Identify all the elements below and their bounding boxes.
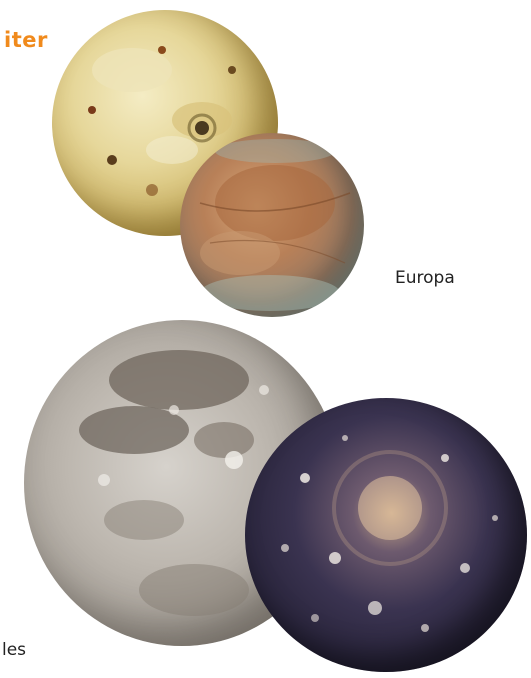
- europa-label: Europa: [395, 268, 455, 288]
- section-heading: iter: [4, 28, 48, 52]
- io-moon-image: [52, 10, 278, 236]
- europa-moon-image: [180, 133, 364, 317]
- callisto-moon-image: [245, 398, 527, 672]
- callisto-label-partial: les: [2, 640, 27, 660]
